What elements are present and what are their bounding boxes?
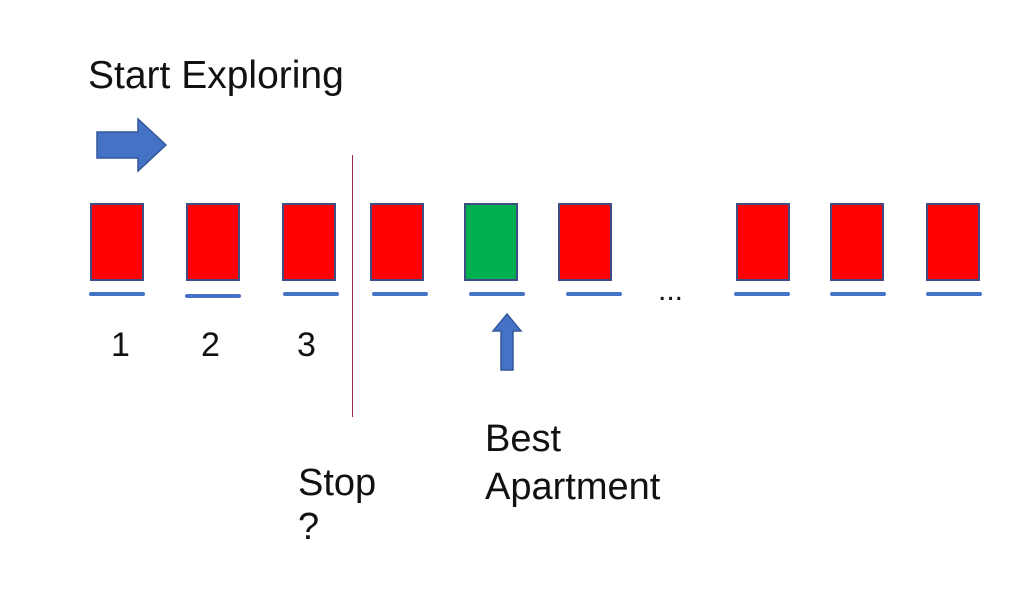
apartment-box — [558, 203, 612, 281]
apartment-underline — [89, 292, 145, 296]
apartment-number-3: 3 — [297, 326, 316, 364]
start-exploring-title: Start Exploring — [88, 54, 344, 97]
apartment-underline — [830, 292, 886, 296]
apartment-box — [736, 203, 790, 281]
ellipsis-text: ... — [658, 274, 684, 307]
apartment-box — [926, 203, 980, 281]
apartment-number-2: 2 — [201, 326, 220, 364]
up-arrow-icon — [491, 312, 523, 371]
apartment-number-1: 1 — [111, 326, 130, 364]
apartment-box — [370, 203, 424, 281]
up-arrow-shape — [491, 312, 523, 371]
apartment-box — [282, 203, 336, 281]
apartment-box — [90, 203, 144, 281]
apartment-box — [830, 203, 884, 281]
best-apartment-label: Best Apartment — [485, 418, 661, 508]
apartment-underline — [283, 292, 339, 296]
apartment-underline — [926, 292, 982, 296]
apartment-underline — [185, 294, 241, 298]
apartment-underline — [372, 292, 428, 296]
apartment-underline — [469, 292, 525, 296]
right-arrow-shape — [96, 117, 168, 173]
stop-divider-line — [352, 155, 354, 417]
apartment-underline — [566, 292, 622, 296]
apartment-underline — [734, 292, 790, 296]
apartment-box — [186, 203, 240, 281]
apartment-box-best — [464, 203, 518, 281]
right-arrow-icon — [96, 117, 168, 173]
stop-label: Stop ? — [298, 462, 377, 548]
